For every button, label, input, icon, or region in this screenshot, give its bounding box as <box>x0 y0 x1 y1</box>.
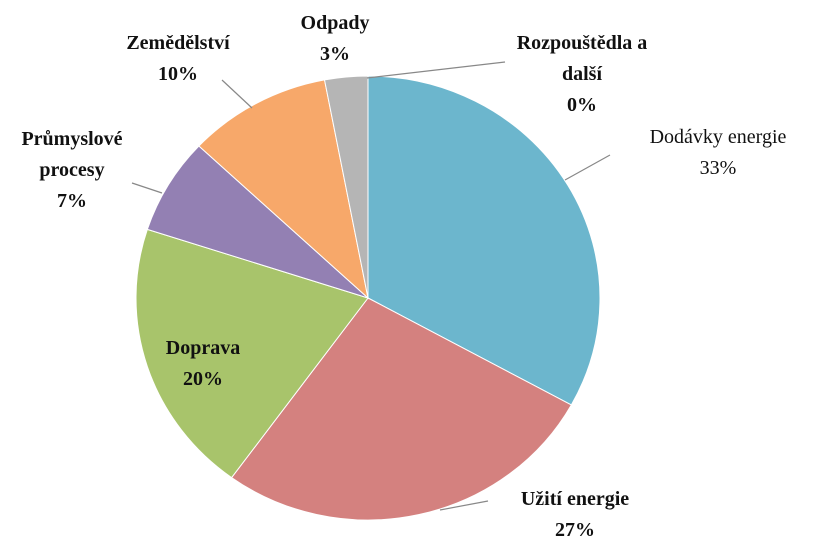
leader-line <box>221 79 253 109</box>
slice-name: Průmyslové procesy <box>21 128 123 181</box>
leader-line <box>439 500 489 511</box>
slice-percent: 0% <box>567 94 597 116</box>
slice-name: Odpady <box>300 12 370 34</box>
pie-slice <box>135 228 369 479</box>
slice-label: Průmyslové procesy 7% <box>7 124 137 217</box>
slice-label: Zemědělství 10% <box>108 28 248 90</box>
pie-slice <box>198 79 369 300</box>
pie-slice <box>146 145 369 299</box>
leader-line <box>366 61 506 79</box>
slice-percent: 3% <box>320 43 350 65</box>
slice-name: Doprava <box>165 337 241 359</box>
slice-label: Dodávky energie 33% <box>618 122 818 184</box>
slice-percent: 27% <box>555 519 595 541</box>
slice-name: Dodávky energie <box>649 126 787 148</box>
slice-name: Užití energie <box>520 488 630 510</box>
slice-name: Rozpouštědla a další <box>516 32 648 85</box>
slice-label: Odpady 3% <box>285 8 385 70</box>
pie-slice <box>367 75 601 406</box>
slice-label: Doprava 20% <box>143 333 263 395</box>
slice-percent: 20% <box>183 368 223 390</box>
slice-percent: 10% <box>158 63 198 85</box>
slice-label: Rozpouštědla a další 0% <box>502 28 662 121</box>
slice-percent: 7% <box>57 190 87 212</box>
leader-line <box>564 154 611 181</box>
leader-line <box>131 182 163 194</box>
slice-percent: 33% <box>699 157 737 179</box>
slice-label: Užití energie 27% <box>495 484 655 542</box>
slice-name: Zemědělství <box>126 32 230 54</box>
pie-slice <box>230 297 572 521</box>
